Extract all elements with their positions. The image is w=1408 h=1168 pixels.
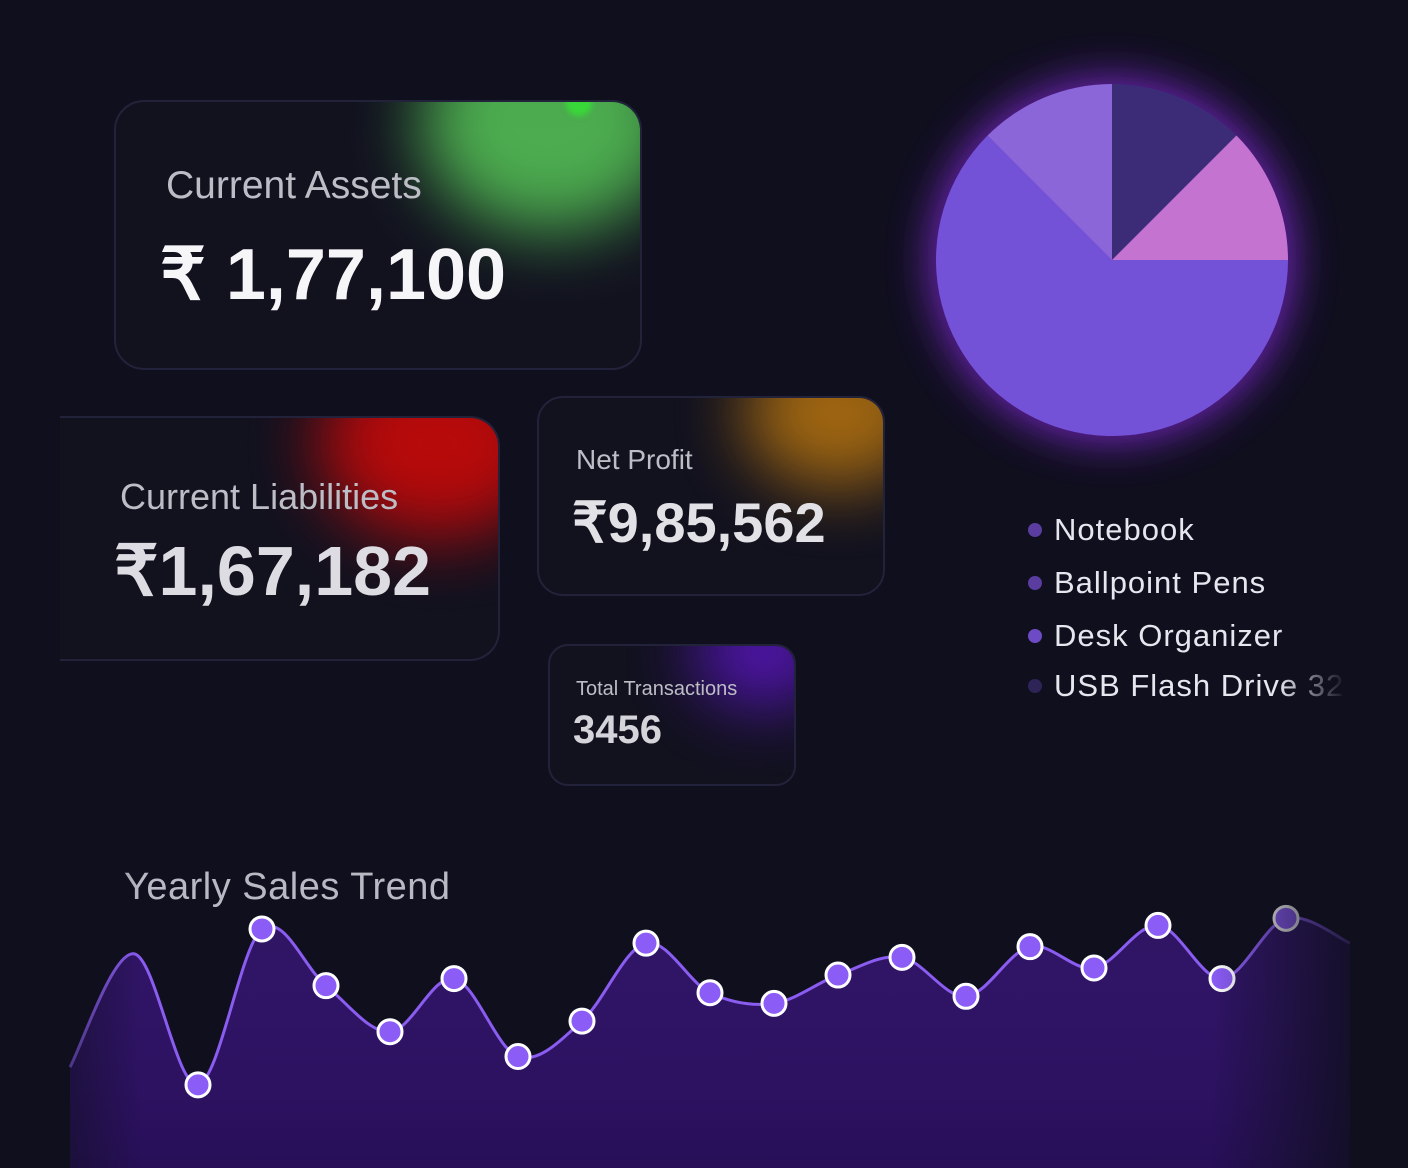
trend-data-point: [504, 1043, 532, 1071]
trend-data-point: [760, 989, 788, 1017]
sales-trend-chart: [0, 860, 1408, 1168]
trend-data-point: [1080, 954, 1108, 982]
trend-data-point: [184, 1071, 212, 1099]
legend-dot: [1028, 576, 1042, 590]
trend-data-point: [440, 965, 468, 993]
current-assets-value: ₹ 1,77,100: [160, 235, 507, 315]
pie-slice: [1112, 135, 1288, 260]
legend-item: Desk Organizer: [1028, 618, 1283, 654]
trend-area: [70, 917, 1350, 1168]
trend-data-point: [952, 982, 980, 1010]
trend-data-point: [824, 961, 852, 989]
legend-item: Ballpoint Pens: [1028, 565, 1266, 601]
pie-slice: [987, 84, 1112, 260]
card-glow: [420, 102, 640, 232]
legend-dot: [1028, 679, 1042, 693]
pie-slice: [936, 135, 1288, 437]
trend-data-point: [376, 1018, 404, 1046]
pie-legend: Notebook Ballpoint Pens Desk Organizer U…: [1028, 506, 1358, 716]
total-transactions-label: Total Transactions: [576, 678, 738, 700]
pie-slice: [1112, 84, 1237, 260]
trend-data-point: [568, 1007, 596, 1035]
trend-data-point: [888, 943, 916, 971]
legend-fade: [1278, 506, 1358, 716]
current-assets-label: Current Assets: [166, 164, 422, 207]
current-liabilities-value: ₹1,67,182: [114, 532, 432, 610]
trend-data-point: [632, 929, 660, 957]
trend-data-point: [248, 915, 276, 943]
trend-data-point: [1016, 933, 1044, 961]
current-liabilities-card: Current Liabilities ₹1,67,182: [60, 416, 500, 661]
card-glow: [743, 398, 883, 488]
trend-data-point: [1208, 965, 1236, 993]
total-transactions-value: 3456: [573, 708, 662, 752]
net-profit-label: Net Profit: [576, 444, 693, 475]
current-assets-card: Current Assets ₹ 1,77,100: [114, 100, 642, 370]
trend-data-point: [1144, 911, 1172, 939]
status-indicator: [566, 102, 592, 116]
pie-chart: [932, 80, 1292, 440]
total-transactions-card: Total Transactions 3456: [548, 644, 796, 786]
trend-data-point: [312, 972, 340, 1000]
current-liabilities-label: Current Liabilities: [120, 476, 399, 517]
trend-data-point: [1272, 904, 1300, 932]
legend-label: Desk Organizer: [1054, 618, 1284, 653]
trend-data-point: [696, 979, 724, 1007]
legend-label: Ballpoint Pens: [1054, 565, 1267, 600]
legend-dot: [1028, 523, 1042, 537]
legend-item: Notebook: [1028, 512, 1195, 548]
net-profit-value: ₹9,85,562: [572, 491, 826, 554]
net-profit-card: Net Profit ₹9,85,562: [537, 396, 885, 596]
legend-label: Notebook: [1054, 512, 1195, 547]
legend-dot: [1028, 629, 1042, 643]
